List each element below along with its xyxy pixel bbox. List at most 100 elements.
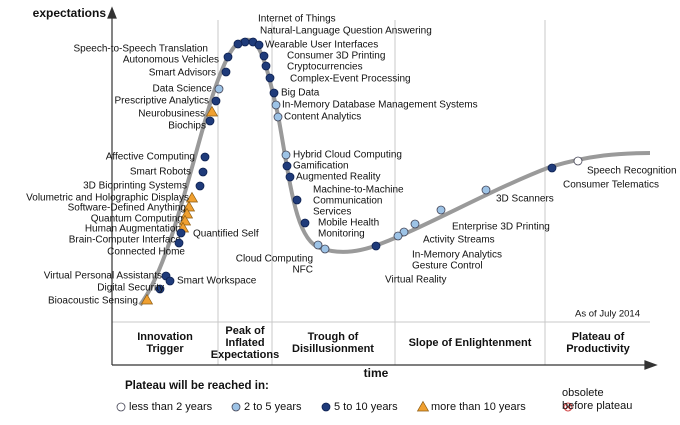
legend-title: Plateau will be reached in: <box>125 380 269 392</box>
phase-label: Peak of <box>225 325 264 337</box>
technology-label: Activity Streams <box>423 235 495 246</box>
technology-label: Augmented Reality <box>296 172 381 183</box>
marker-triangle <box>416 400 430 412</box>
technology-label: Connected Home <box>107 247 185 258</box>
technology-label: 3D Bioprinting Systems <box>83 181 187 192</box>
marker-dark-circle <box>195 181 205 191</box>
technology-label: Quantified Self <box>193 229 259 240</box>
marker-dark-circle <box>321 402 331 412</box>
technology-label: Gesture Control <box>412 261 483 272</box>
technology-label: In-Memory Analytics <box>412 250 502 261</box>
technology-label: Enterprise 3D Printing <box>452 222 550 233</box>
phase-label: Trigger <box>146 343 184 355</box>
phase-label: Slope of Enlightenment <box>409 337 532 349</box>
technology-label: Cryptocurrencies <box>287 62 363 73</box>
marker-cross <box>565 404 571 410</box>
marker-white-circle <box>573 156 583 166</box>
technology-label: Monitoring <box>318 229 365 240</box>
marker-dark-circle <box>254 40 264 50</box>
marker-dark-circle <box>155 284 165 294</box>
marker-light-circle <box>231 402 241 412</box>
marker-dark-circle <box>211 96 221 106</box>
technology-label: Neurobusiness <box>138 109 205 120</box>
phase-label: Disillusionment <box>292 343 374 355</box>
marker-dark-circle <box>221 67 231 77</box>
marker-light-circle <box>313 240 323 250</box>
technology-label: Big Data <box>281 88 320 99</box>
technology-label: Natural-Language Question Answering <box>260 26 432 37</box>
marker-light-circle <box>214 84 224 94</box>
marker-dark-circle <box>547 163 557 173</box>
x-arrow <box>644 360 658 370</box>
marker-white-circle <box>116 402 126 412</box>
marker-triangle <box>178 214 192 226</box>
marker-triangle <box>205 105 219 117</box>
legend-label: before plateau <box>562 400 632 412</box>
phase-label: Innovation <box>137 331 193 343</box>
marker-dark-circle <box>261 61 271 71</box>
technology-label: Smart Advisors <box>149 68 216 79</box>
marker-triangle <box>182 200 196 212</box>
marker-triangle <box>140 293 154 305</box>
technology-label: Virtual Personal Assistants <box>44 271 162 282</box>
technology-label: In-Memory Database Management Systems <box>282 100 478 111</box>
marker-dark-circle <box>198 167 208 177</box>
technology-label: Digital Security <box>97 283 164 294</box>
phase-label: Trough of <box>308 331 359 343</box>
legend-label: 5 to 10 years <box>334 401 398 413</box>
technology-label: Consumer 3D Printing <box>287 51 385 62</box>
marker-dark-circle <box>292 195 302 205</box>
technology-label: Affective Computing <box>106 152 195 163</box>
marker-light-circle <box>320 244 330 254</box>
marker-dark-circle <box>265 73 275 83</box>
technology-label: Gamification <box>293 161 349 172</box>
technology-label: Software-Defined Anything <box>68 203 186 214</box>
technology-label: Prescriptive Analytics <box>115 96 209 107</box>
marker-light-circle <box>273 112 283 122</box>
technology-label: Biochips <box>168 121 206 132</box>
hype-curve <box>138 37 651 307</box>
axes <box>107 6 658 370</box>
technology-label: Speech-to-Speech Translation <box>73 44 208 55</box>
technology-label: Complex-Event Processing <box>290 74 411 85</box>
legend-label: more than 10 years <box>431 401 526 413</box>
y-axis-label: expectations <box>33 6 107 20</box>
marker-light-circle <box>410 219 420 229</box>
technology-label: Hybrid Cloud Computing <box>293 150 402 161</box>
legend-label: 2 to 5 years <box>244 401 302 413</box>
marker-dark-circle <box>282 161 292 171</box>
marker-dark-circle <box>285 172 295 182</box>
technology-label: Internet of Things <box>258 14 336 25</box>
technology-label: Cloud Computing <box>236 254 313 265</box>
y-arrow <box>107 6 117 19</box>
marker-dark-circle <box>371 241 381 251</box>
marker-dark-circle <box>233 39 243 49</box>
technology-label: Consumer Telematics <box>563 180 659 191</box>
marker-dark-circle <box>165 276 175 286</box>
technology-label: Data Science <box>153 84 213 95</box>
x-axis-label: time <box>364 366 389 380</box>
technology-label: Human Augmentation <box>85 224 181 235</box>
phase-label: Inflated <box>225 337 264 349</box>
note: As of July 2014 <box>575 309 640 320</box>
marker-light-circle <box>281 150 291 160</box>
technology-label: Brain-Computer Interface <box>69 235 182 246</box>
phase-label: Expectations <box>211 349 279 361</box>
marker-triangle <box>180 207 194 219</box>
marker-triangle <box>185 191 199 203</box>
marker-dark-circle <box>174 238 184 248</box>
marker-light-circle <box>436 205 446 215</box>
technology-label: Bioacoustic Sensing <box>48 296 138 307</box>
phase-label: Productivity <box>566 343 630 355</box>
technology-label: Autonomous Vehicles <box>123 55 219 66</box>
technology-label: Smart Robots <box>130 167 191 178</box>
technology-label: Services <box>313 207 351 218</box>
marker-dark-circle <box>176 228 186 238</box>
phase-label: Plateau of <box>572 331 625 343</box>
marker-light-circle <box>481 185 491 195</box>
technology-label: Quantum Computing <box>91 214 183 225</box>
marker-light-circle <box>271 100 281 110</box>
marker-dark-circle <box>205 116 215 126</box>
technology-label: NFC <box>292 265 313 276</box>
